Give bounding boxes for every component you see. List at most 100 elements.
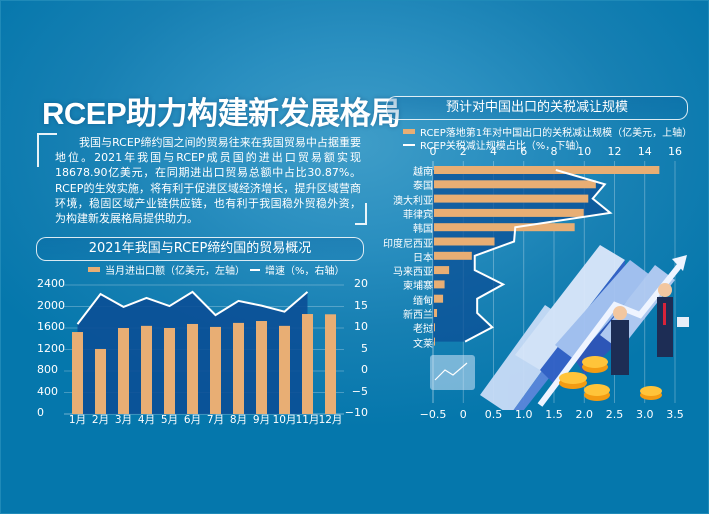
right-chart-legend-bar: RCEP落地第1年对中国出口的关税减让规模（亿美元，上轴）	[403, 124, 692, 139]
trade-bar	[187, 323, 198, 414]
line-legend-swatch	[403, 143, 415, 146]
bottom-axis-tick: 0	[459, 408, 467, 421]
bottom-axis-tick: −0.5	[419, 408, 447, 421]
right-axis-tick: 0	[361, 363, 368, 376]
bottom-axis-tick: 1.5	[545, 408, 563, 421]
bar-legend-label: RCEP落地第1年对中国出口的关税减让规模（亿美元，上轴）	[420, 128, 693, 139]
country-label: 菲律宾	[403, 209, 433, 221]
tariff-bar	[434, 237, 495, 246]
right-axis-tick: 15	[354, 298, 368, 312]
bottom-axis-tick: 3.0	[636, 408, 654, 421]
tariff-bar	[434, 194, 589, 203]
trade-bar	[141, 325, 152, 414]
left-chart-legend: 当月进出口额（亿美元，左轴） 增速（%，右轴）	[88, 262, 345, 277]
country-label: 新西兰	[403, 310, 433, 321]
left-axis-tick: 0	[37, 406, 44, 419]
right-tariff-chart: 0 2 4 6 8 10 12 14 16 −0.5 0 0.5 1.0 1.5 2.0 2.5 3.0 3.5…	[375, 145, 695, 435]
corner-bracket-top-left	[37, 133, 57, 167]
country-label: 韩国	[413, 224, 433, 236]
month-tick: 6月	[183, 414, 202, 426]
bar-legend-swatch	[403, 129, 415, 134]
tariff-bar	[434, 294, 444, 303]
month-tick: 11月	[295, 414, 320, 426]
country-label: 泰国	[413, 181, 433, 193]
bar-legend-swatch	[88, 267, 100, 272]
trade-bar	[118, 328, 129, 414]
tariff-bar	[434, 266, 450, 275]
trade-bar	[279, 325, 290, 414]
share-line	[464, 169, 613, 343]
bottom-axis-tick: 0.5	[484, 408, 503, 421]
right-axis-tick: 5	[361, 341, 368, 355]
country-label: 澳大利亚	[393, 195, 433, 207]
trade-bar	[233, 322, 244, 414]
month-tick: 12月	[318, 414, 343, 426]
top-axis-tick: 0	[429, 145, 437, 158]
page-title: RCEP助力构建新发展格局	[42, 96, 401, 131]
country-label: 日本	[413, 252, 433, 264]
left-chart-title: 2021年我国与RCEP缔约国的贸易概况	[36, 237, 364, 261]
bottom-axis-tick: 2.5	[605, 408, 624, 421]
top-axis-tick: 4	[490, 145, 497, 158]
country-label: 越南	[413, 167, 433, 178]
left-chart-plot	[64, 284, 344, 415]
bottom-axis-tick: 2.0	[575, 408, 594, 421]
left-axis-tick: 2000	[37, 298, 65, 312]
growth-line	[76, 290, 309, 325]
country-label: 柬埔寨	[403, 281, 433, 293]
month-tick: 9月	[252, 414, 271, 426]
top-axis-tick: 10	[577, 145, 592, 158]
right-chart-legend-line: RCEP关税减让规模占比（%，下轴）	[403, 137, 585, 152]
month-tick: 3月	[114, 414, 133, 426]
right-chart-title: 预计对中国出口的关税减让规模	[386, 96, 688, 120]
bottom-axis-tick: 3.5	[666, 408, 684, 421]
month-tick: 8月	[229, 414, 248, 426]
country-label: 马来西亚	[393, 267, 433, 279]
top-axis-tick: 2	[459, 145, 467, 158]
trade-bar	[164, 328, 175, 414]
month-tick: 2月	[91, 414, 110, 426]
trade-bar	[302, 314, 313, 414]
month-tick: 5月	[160, 414, 179, 426]
tariff-bar	[434, 280, 445, 289]
trade-bar	[256, 321, 267, 414]
top-axis-tick: 16	[668, 145, 682, 158]
month-tick: 4月	[137, 414, 156, 426]
intro-text: 我国与RCEP缔约国之间的贸易往来在我国贸易中占据重要地位。2021年我国与RC…	[55, 136, 361, 226]
top-axis-tick: 14	[637, 145, 652, 158]
bottom-axis-tick: 1.0	[515, 408, 533, 421]
left-trade-chart: 2400 2000 1600 1200 800 400 0 20 15 10 5 0 −5 −10 1月…	[30, 275, 370, 430]
trade-bar	[210, 326, 221, 414]
right-axis-tick: −5	[351, 384, 368, 398]
tariff-bar	[434, 223, 575, 232]
country-label: 缅甸	[413, 295, 433, 307]
country-label: 文莱	[413, 338, 433, 350]
top-axis-tick: 8	[550, 145, 558, 158]
month-tick: 10月	[272, 414, 297, 426]
right-axis-tick: −10	[344, 406, 368, 419]
tariff-bar	[434, 208, 584, 217]
line-legend-label: RCEP关税减让规模占比（%，下轴）	[420, 141, 586, 152]
top-axis-tick: 12	[607, 145, 622, 158]
trade-bar	[325, 314, 336, 414]
trade-bar	[95, 348, 106, 414]
top-axis-tick: 6	[520, 145, 528, 158]
left-axis-tick: 800	[37, 363, 58, 376]
country-label: 印度尼西亚	[383, 238, 433, 250]
tariff-bar	[434, 180, 596, 189]
tariff-bar	[434, 309, 438, 317]
left-axis-tick: 2400	[37, 277, 65, 290]
trade-bar	[72, 332, 83, 414]
tariff-bar	[434, 323, 435, 332]
left-axis-tick: 1200	[37, 341, 65, 355]
tariff-bar	[434, 166, 660, 174]
country-label: 老挝	[413, 324, 433, 336]
right-axis-tick: 10	[354, 320, 368, 333]
line-legend-label: 增速（%，右轴）	[265, 266, 345, 277]
left-axis-tick: 400	[37, 384, 58, 398]
line-legend-swatch	[250, 268, 260, 271]
month-tick: 1月	[68, 414, 87, 426]
bar-legend-label: 当月进出口额（亿美元，左轴）	[105, 266, 245, 277]
month-tick: 7月	[206, 414, 225, 426]
left-axis-tick: 1600	[37, 320, 65, 333]
